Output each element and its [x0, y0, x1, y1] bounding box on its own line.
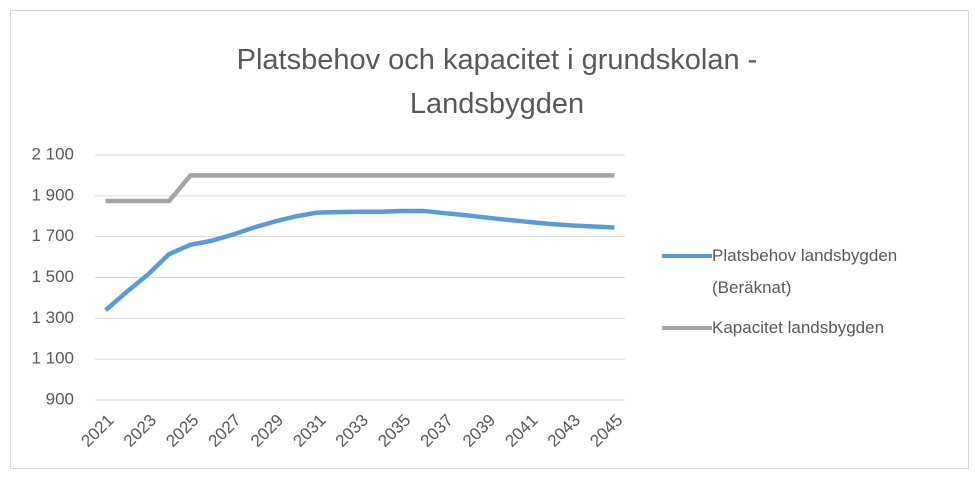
x-tick-label: 2041	[501, 411, 541, 451]
y-tick-label: 1 500	[31, 267, 74, 286]
y-tick-label: 1 700	[31, 226, 74, 245]
x-tick-label: 2023	[120, 411, 160, 451]
x-tick-label: 2037	[417, 411, 457, 451]
y-tick-label: 1 100	[31, 349, 74, 368]
x-tick-label: 2025	[162, 411, 202, 451]
x-tick-label: 2033	[332, 411, 372, 451]
legend-item: Kapacitet landsbygden	[662, 312, 952, 344]
x-tick-label: 2039	[459, 411, 499, 451]
legend-label: Platsbehov landsbygden (Beräknat)	[712, 246, 898, 297]
x-tick-label: 2035	[374, 411, 414, 451]
legend-swatch	[662, 326, 712, 330]
y-tick-label: 1 900	[31, 185, 74, 204]
line-series	[105, 173, 615, 204]
y-tick-label: 2 100	[31, 144, 74, 163]
frame	[10, 10, 969, 469]
x-tick-label: 2031	[289, 411, 329, 451]
y-tick-label: 900	[46, 389, 74, 408]
chart-title: Platsbehov och kapacitet i grundskolan -…	[236, 44, 758, 120]
line-series	[104, 208, 615, 312]
x-tick-label: 2027	[205, 411, 245, 451]
x-tick-label: 2043	[544, 411, 584, 451]
x-tick-label: 2029	[247, 411, 287, 451]
x-tick-label: 2045	[586, 411, 626, 451]
legend-label: Kapacitet landsbygden	[712, 318, 885, 337]
x-tick-label: 2021	[77, 411, 117, 451]
legend-item: Platsbehov landsbygden (Beräknat)	[662, 240, 952, 304]
legend-swatch	[662, 254, 712, 258]
y-tick-label: 1 300	[31, 308, 74, 327]
